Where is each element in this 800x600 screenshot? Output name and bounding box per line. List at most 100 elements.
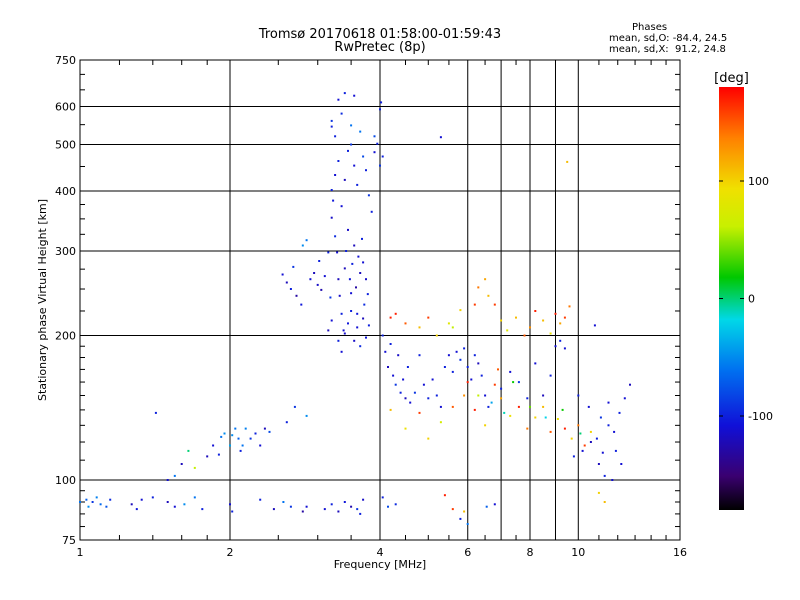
data-point: [529, 405, 531, 408]
data-point: [559, 339, 562, 342]
data-point: [206, 455, 209, 458]
data-point: [529, 326, 531, 329]
data-point: [79, 501, 81, 503]
data-point: [435, 394, 438, 397]
data-point: [549, 374, 552, 377]
data-point: [485, 505, 488, 508]
data-point: [589, 430, 592, 433]
data-point: [289, 505, 292, 508]
x-tick-label: 6: [464, 546, 471, 559]
data-point: [500, 397, 503, 400]
data-point: [187, 449, 190, 452]
data-point: [373, 151, 376, 154]
y-tick-label: 500: [55, 139, 76, 152]
data-point: [367, 324, 370, 327]
data-point: [316, 283, 319, 286]
data-point: [340, 350, 343, 353]
data-point: [509, 370, 512, 373]
data-point: [517, 381, 520, 384]
data-point: [542, 319, 545, 322]
data-point: [327, 329, 330, 332]
data-point: [493, 303, 496, 306]
data-point: [334, 135, 337, 138]
data-point: [506, 329, 509, 332]
data-point: [373, 135, 376, 138]
data-point: [549, 430, 552, 433]
data-point: [554, 312, 557, 315]
data-point: [231, 510, 234, 513]
data-point: [542, 394, 545, 397]
data-point: [473, 354, 476, 357]
data-point: [404, 427, 407, 430]
data-point: [305, 505, 308, 508]
y-axis-label: Stationary phase Virtual Height [km]: [36, 199, 49, 401]
data-point: [323, 275, 326, 278]
data-point: [597, 463, 600, 465]
data-point: [422, 383, 425, 386]
phases-x-mode-stats: mean, sd,X: 91.2, 24.8: [609, 44, 726, 55]
data-point: [593, 324, 596, 327]
data-point: [263, 427, 266, 430]
data-point: [356, 312, 359, 315]
y-tick-label: 200: [55, 330, 76, 343]
data-point: [130, 503, 133, 506]
data-point: [402, 378, 405, 381]
data-point: [351, 262, 354, 265]
data-point: [301, 510, 304, 513]
data-point: [370, 210, 373, 213]
data-point: [603, 501, 606, 503]
data-point: [87, 505, 90, 508]
data-point: [362, 317, 365, 320]
data-point: [447, 354, 450, 357]
data-point: [487, 294, 490, 297]
data-point: [229, 444, 231, 447]
colorbar-tick-label: 100: [748, 175, 769, 188]
data-point: [534, 416, 537, 419]
data-point: [466, 381, 469, 384]
data-point: [350, 505, 353, 508]
data-point: [387, 505, 389, 508]
data-point: [353, 164, 356, 167]
data-point: [577, 424, 580, 427]
data-point: [320, 288, 323, 291]
data-point: [572, 455, 575, 458]
data-point: [355, 286, 357, 289]
data-point: [359, 345, 362, 348]
data-point: [493, 383, 496, 386]
data-point: [281, 273, 284, 276]
data-point: [285, 281, 288, 284]
data-point: [343, 92, 346, 95]
data-point: [334, 174, 337, 176]
data-point: [367, 194, 370, 197]
x-tick-label: 2: [227, 546, 234, 559]
data-point: [563, 427, 566, 430]
data-point: [389, 316, 392, 319]
data-point: [329, 296, 332, 299]
data-point: [463, 510, 466, 513]
data-point: [193, 496, 196, 499]
data-point: [318, 260, 321, 262]
data-point: [409, 401, 412, 404]
data-point: [183, 503, 186, 506]
data-point: [559, 322, 562, 325]
data-point: [515, 316, 517, 319]
data-point: [477, 362, 480, 365]
data-point: [350, 310, 353, 312]
data-point: [268, 430, 271, 433]
data-point: [459, 517, 462, 520]
data-point: [534, 362, 537, 365]
data-point: [338, 294, 341, 297]
data-point: [611, 479, 614, 481]
data-point: [500, 387, 503, 390]
data-point: [443, 366, 446, 368]
y-tick-label: 600: [55, 101, 76, 114]
data-point: [376, 142, 379, 145]
data-point: [418, 411, 421, 414]
data-point: [544, 416, 547, 419]
data-point: [466, 523, 469, 525]
data-point: [220, 435, 223, 438]
data-point: [362, 261, 365, 264]
data-point: [618, 411, 621, 414]
data-point: [439, 421, 442, 424]
